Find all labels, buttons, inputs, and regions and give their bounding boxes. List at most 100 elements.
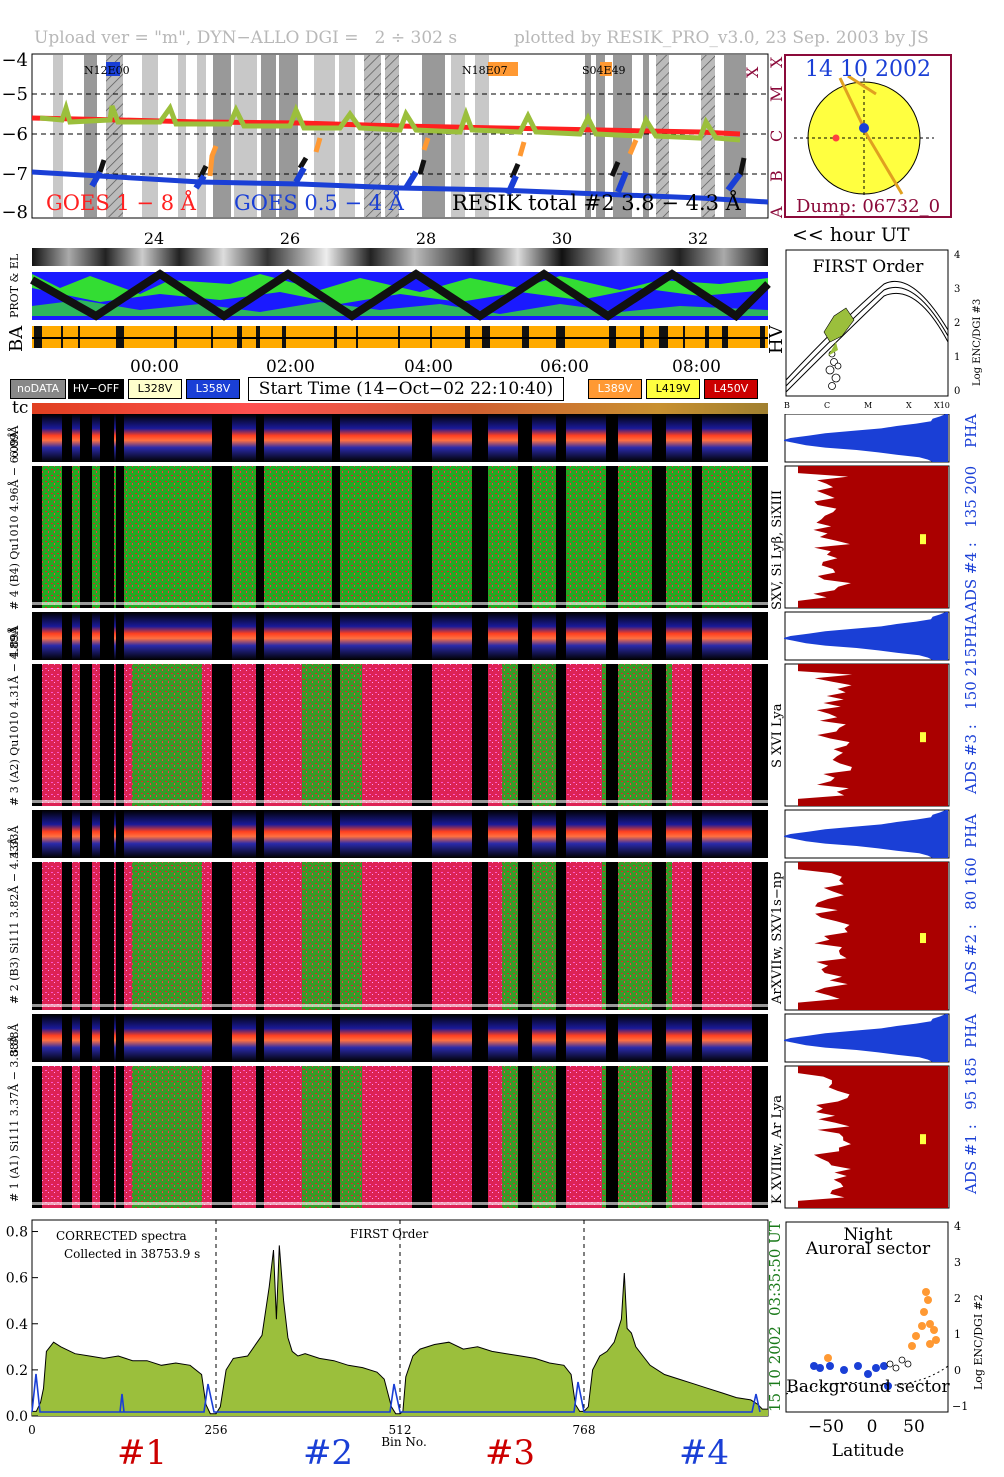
data-gap: [752, 810, 768, 858]
pha-histogram: [784, 1014, 948, 1062]
data-gap: [692, 466, 702, 608]
data-gap: [606, 1066, 618, 1208]
data-gap: [32, 1014, 42, 1062]
green-region: [132, 1066, 202, 1208]
time-tick-0: 00:00: [130, 357, 179, 377]
goes-ytick-0: −4: [1, 50, 28, 71]
goes-short-curve: [31, 169, 769, 205]
ch1-left-label: # 1 (A1) Si111 3.37Å − 3.88Å: [8, 1035, 21, 1202]
spectrum-ytick: 0.4: [6, 1317, 28, 1333]
data-gap: [752, 612, 768, 660]
data-gap: [556, 1014, 566, 1062]
spectrum-xlabel: Bin No.: [381, 1435, 427, 1449]
legend-l358: L358V: [186, 379, 240, 399]
goes-xtick-0: 24: [144, 229, 164, 248]
data-gap: [332, 466, 340, 608]
ch2-species: ArXVIIw, SXV1s−np: [770, 871, 785, 1004]
data-gap: [412, 810, 432, 858]
baseline-streak: [32, 1004, 768, 1007]
section-label-3: #3: [485, 1433, 535, 1473]
hour-ut-label: << hour UT: [792, 224, 910, 246]
goes-class-x: X: [743, 66, 762, 78]
data-gap: [518, 664, 532, 806]
ads-marker: [920, 732, 926, 743]
sun-panel: 14 10 2002 Dump: 06732_0: [784, 54, 952, 218]
ads-histogram: [798, 862, 948, 1010]
legend-l450: L450V: [704, 379, 758, 399]
section-label-4: #4: [679, 1433, 729, 1473]
data-gap: [752, 414, 768, 462]
data-gap: [116, 1066, 124, 1208]
night-xlabel: Latitude: [832, 1441, 904, 1461]
data-gap: [606, 612, 618, 660]
goes-xtick-4: 32: [688, 229, 708, 248]
night-ylabel: Log ENC/DGI #2: [972, 1294, 985, 1390]
spectrum-xtick: 0: [28, 1423, 36, 1437]
spectrum-ytick: 0.6: [6, 1271, 28, 1287]
flare-label-1: N18E07: [462, 64, 508, 77]
data-gap: [412, 612, 432, 660]
spectrum-ytick: 0.0: [6, 1409, 28, 1425]
data-gap: [472, 466, 488, 608]
data-gap: [256, 1014, 264, 1062]
data-gap: [100, 664, 114, 806]
data-gap: [62, 466, 72, 608]
data-gap: [412, 414, 432, 462]
data-gap: [100, 1066, 114, 1208]
spectrum-ytick: 0.8: [6, 1225, 28, 1241]
data-gap: [212, 1014, 232, 1062]
goes-panel: N12E00 N18E07 S04E49 −4 −5 −6 −7 −8 X X …: [1, 50, 786, 248]
data-gap: [332, 862, 340, 1010]
orbit-shadow-band: [314, 55, 335, 217]
ch4-pha: PHA: [962, 413, 980, 448]
night-title: Night: [844, 1225, 893, 1245]
data-gap: [472, 1014, 488, 1062]
tc-strip: [32, 403, 768, 415]
ch2-left-label: # 2 (B3) Si111 3.82Å − 4.33Å: [8, 837, 21, 1004]
data-gap: [62, 1066, 72, 1208]
data-gap: [606, 466, 618, 608]
data-gap: [606, 1014, 618, 1062]
orbit-shadow-band: [261, 55, 276, 217]
orbit-shadow-band: [339, 55, 355, 217]
data-gap: [752, 1066, 768, 1208]
pha-strip: [32, 414, 768, 462]
data-gap: [472, 664, 488, 806]
data-gap: [556, 466, 566, 608]
baseline-streak: [32, 602, 768, 605]
data-gap: [80, 612, 92, 660]
data-gap: [652, 466, 666, 608]
data-gap: [518, 1014, 532, 1062]
data-gap: [32, 612, 42, 660]
data-gap: [412, 466, 432, 608]
fo-xtick-0: B: [784, 401, 790, 410]
data-gap: [518, 414, 532, 462]
data-gap: [518, 810, 532, 858]
zigzag-orbit-track: [30, 269, 771, 322]
ch3-species: S XVI Lya: [770, 703, 785, 768]
data-gap: [212, 466, 232, 608]
night-ytick-5: 4: [954, 1220, 961, 1233]
fo-ytick-3: 3: [954, 284, 960, 295]
data-gap: [100, 612, 114, 660]
data-gap: [62, 612, 72, 660]
data-gap: [412, 862, 432, 1010]
night-ytick-0: −1: [952, 1400, 968, 1413]
data-gap: [212, 612, 232, 660]
night-xtick-0: −50: [808, 1417, 844, 1437]
data-gap: [62, 810, 72, 858]
goes-ytick-4: −8: [1, 202, 28, 223]
data-gap: [332, 1066, 340, 1208]
ads-histogram: [798, 664, 948, 806]
sun-date: 14 10 2002: [805, 57, 931, 82]
data-gap: [752, 1014, 768, 1062]
data-gap: [62, 1014, 72, 1062]
data-gap: [518, 612, 532, 660]
data-gap: [80, 1066, 92, 1208]
night-xtick-1: 0: [867, 1417, 878, 1437]
pha-strip: [32, 810, 768, 858]
orbit-shadow-band: [178, 55, 186, 217]
orbit-shadow-band: [451, 55, 465, 217]
pha-histogram: [784, 414, 948, 462]
legend-resik: RESIK total #2 3.8 − 4.3 Å: [452, 190, 742, 215]
